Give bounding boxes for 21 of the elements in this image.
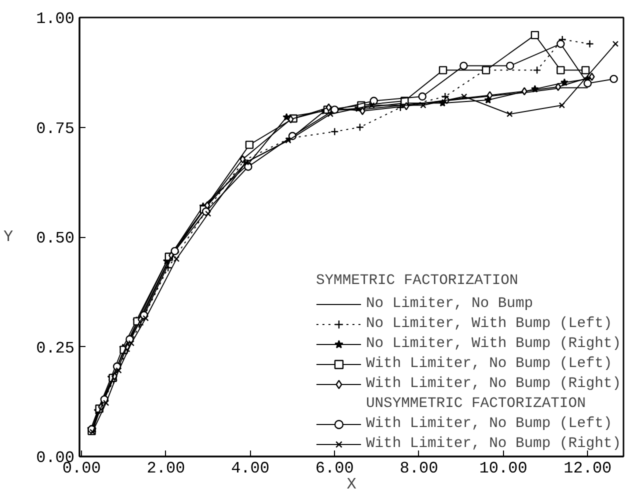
y-tick-label: 0.25 xyxy=(36,339,74,358)
legend-title: SYMMETRIC FACTORIZATION xyxy=(316,273,520,289)
x-axis-title: X xyxy=(346,476,357,494)
legend-label: No Limiter, With Bump (Right) xyxy=(366,336,621,352)
x-tick-label: 6.00 xyxy=(315,460,354,478)
legend-label: With Limiter, No Bump (Right) xyxy=(366,376,621,392)
y-tick-label: 0.75 xyxy=(36,120,74,138)
legend-label: With Limiter, No Bump (Left) xyxy=(366,416,612,432)
legend-label: With Limiter, No Bump (Left) xyxy=(366,356,612,372)
x-tick-label: 2.00 xyxy=(146,460,186,478)
x-tick-label: 10.00 xyxy=(479,460,528,478)
y-tick-label: 1.00 xyxy=(36,10,74,28)
x-tick-label: 8.00 xyxy=(400,460,438,478)
y-tick-label: 0.50 xyxy=(36,230,74,248)
legend-label: With Limiter, No Bump (Right) xyxy=(366,436,621,452)
legend-label: No Limiter, With Bump (Left) xyxy=(366,316,612,332)
x-tick-label: 4.00 xyxy=(231,460,270,478)
y-axis-title: Y xyxy=(3,228,14,246)
annotation: UNSYMMETRIC FACTORIZATION xyxy=(366,396,586,412)
x-tick-label: 12.00 xyxy=(564,460,612,478)
legend-label: No Limiter, No Bump xyxy=(366,296,534,312)
